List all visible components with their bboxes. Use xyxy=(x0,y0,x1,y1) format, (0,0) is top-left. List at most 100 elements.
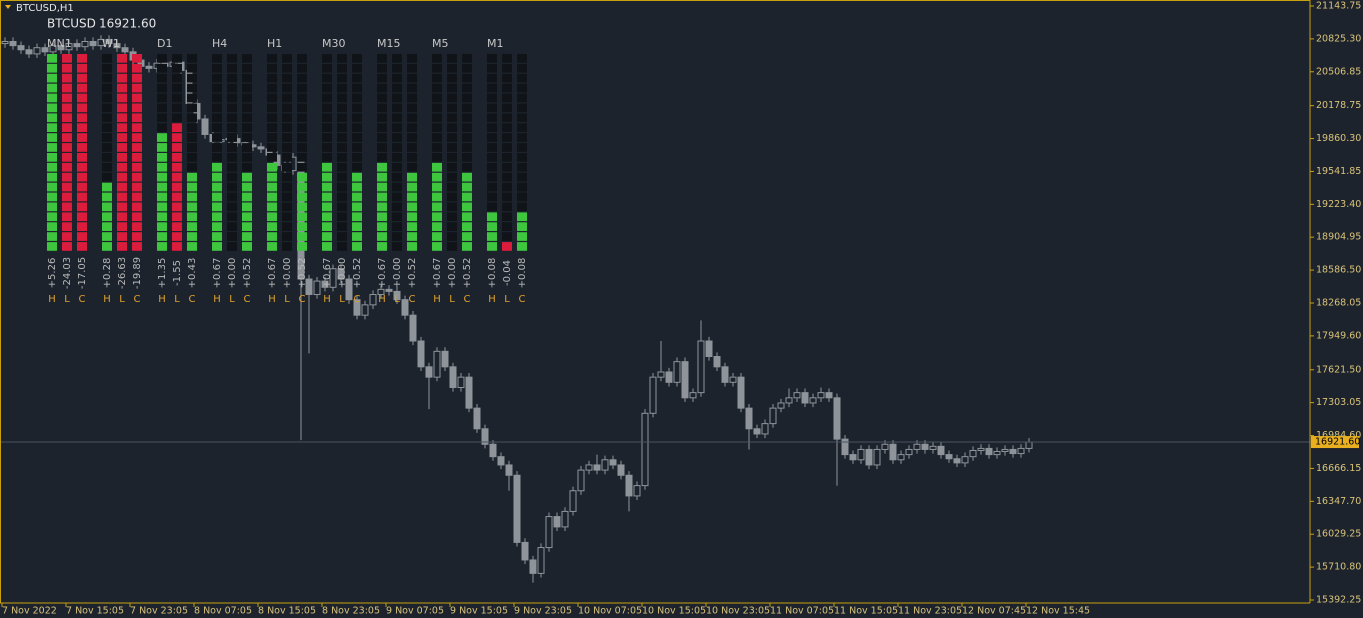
level-cell xyxy=(172,162,182,172)
level-cell xyxy=(62,182,72,192)
level-cell xyxy=(432,212,442,222)
candle-body xyxy=(609,459,617,466)
level-cell xyxy=(62,222,72,231)
change-value: +0.00 xyxy=(282,258,293,289)
empty-cell xyxy=(172,93,182,103)
empty-cell xyxy=(227,192,237,202)
candle-body xyxy=(753,428,761,435)
level-cell xyxy=(132,113,142,123)
change-value: +0.52 xyxy=(352,258,363,289)
timeframe-label: D1 xyxy=(157,37,172,50)
level-cell xyxy=(117,222,127,231)
hlc-label: C xyxy=(79,294,86,305)
empty-cell xyxy=(242,63,252,73)
level-cell xyxy=(212,182,222,192)
level-cell xyxy=(77,202,87,212)
level-cell xyxy=(322,222,332,231)
empty-cell xyxy=(102,93,112,103)
empty-cell xyxy=(227,73,237,83)
level-cell xyxy=(132,153,142,162)
empty-cell xyxy=(227,103,237,113)
empty-cell xyxy=(407,143,417,152)
level-cell xyxy=(377,242,387,251)
empty-cell xyxy=(157,123,167,132)
empty-cell xyxy=(392,232,402,241)
level-cell xyxy=(157,162,167,172)
empty-cell xyxy=(392,202,402,212)
x-tick-label: 10 Nov 15:05 xyxy=(642,606,706,617)
empty-cell xyxy=(392,93,402,103)
hlc-label: C xyxy=(464,294,471,305)
level-cell xyxy=(377,232,387,241)
empty-cell xyxy=(502,202,512,212)
level-cell xyxy=(47,103,57,113)
empty-cell xyxy=(392,63,402,73)
level-cell xyxy=(242,182,252,192)
empty-cell xyxy=(267,93,277,103)
menu-arrow[interactable] xyxy=(5,5,11,9)
level-cell xyxy=(267,242,277,251)
level-cell xyxy=(47,93,57,103)
level-cell xyxy=(117,182,127,192)
candle-body xyxy=(385,288,393,292)
level-cell xyxy=(117,54,127,63)
level-cell xyxy=(352,202,362,212)
empty-cell xyxy=(227,182,237,192)
level-cell xyxy=(172,242,182,251)
candle-body xyxy=(785,397,793,404)
level-cell xyxy=(117,103,127,113)
candle-body xyxy=(849,454,857,461)
x-tick-label: 8 Nov 23:05 xyxy=(322,606,380,617)
x-tick-label: 8 Nov 15:05 xyxy=(258,606,316,617)
candle-body xyxy=(913,443,921,450)
level-cell xyxy=(47,63,57,73)
change-value: +5.26 xyxy=(47,258,58,289)
level-cell xyxy=(462,202,472,212)
empty-cell xyxy=(322,54,332,63)
level-cell xyxy=(157,232,167,241)
empty-cell xyxy=(187,63,197,73)
level-cell xyxy=(352,222,362,231)
change-value: +0.52 xyxy=(242,258,253,289)
level-cell xyxy=(377,202,387,212)
level-cell xyxy=(62,93,72,103)
empty-cell xyxy=(502,232,512,241)
hlc-label: H xyxy=(213,294,221,305)
level-cell xyxy=(462,222,472,231)
level-cell xyxy=(62,172,72,182)
y-tick-label: 16666.15 xyxy=(1316,463,1361,474)
empty-cell xyxy=(392,153,402,162)
empty-cell xyxy=(212,113,222,123)
empty-cell xyxy=(227,212,237,222)
level-cell xyxy=(117,212,127,222)
level-cell xyxy=(62,113,72,123)
empty-cell xyxy=(377,54,387,63)
empty-cell xyxy=(502,162,512,172)
empty-cell xyxy=(157,83,167,93)
candle-body xyxy=(897,454,905,461)
empty-cell xyxy=(102,162,112,172)
empty-cell xyxy=(297,143,307,152)
empty-cell xyxy=(487,153,497,162)
empty-cell xyxy=(447,182,457,192)
empty-cell xyxy=(297,113,307,123)
level-cell xyxy=(352,242,362,251)
empty-cell xyxy=(172,113,182,123)
empty-cell xyxy=(447,202,457,212)
level-cell xyxy=(157,192,167,202)
empty-cell xyxy=(267,153,277,162)
empty-cell xyxy=(392,83,402,93)
level-cell xyxy=(517,222,527,231)
empty-cell xyxy=(447,73,457,83)
empty-cell xyxy=(187,113,197,123)
empty-cell xyxy=(462,93,472,103)
candle-body xyxy=(433,350,441,378)
x-tick-label: 11 Nov 15:05 xyxy=(834,606,898,617)
empty-cell xyxy=(517,133,527,142)
level-cell xyxy=(62,63,72,73)
candle-body xyxy=(873,448,881,466)
change-value: +0.67 xyxy=(322,258,333,289)
empty-cell xyxy=(447,93,457,103)
candle-body xyxy=(465,376,473,409)
level-cell xyxy=(157,172,167,182)
